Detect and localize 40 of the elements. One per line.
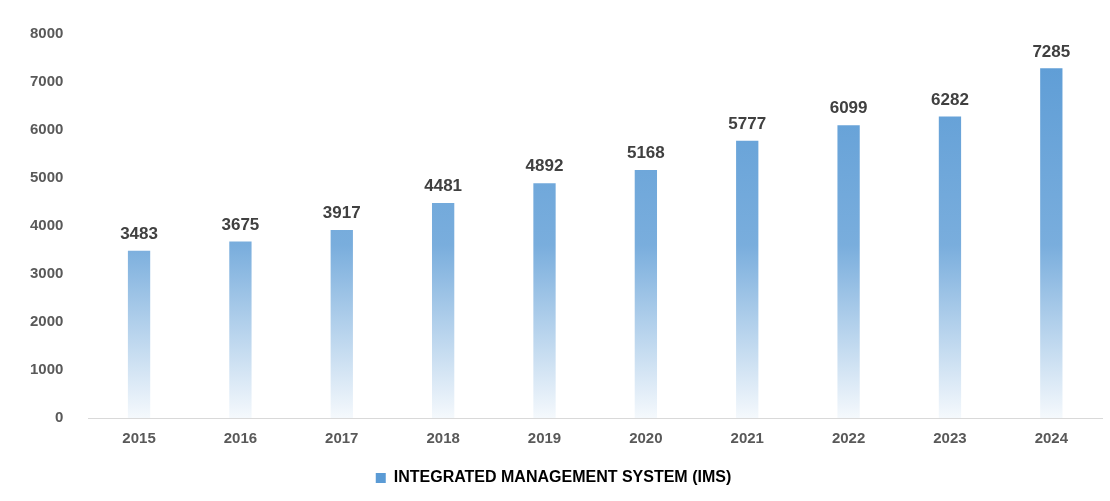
x-tick-label: 2021 (730, 429, 764, 447)
y-tick-label: 3000 (29, 264, 64, 282)
bar (533, 183, 556, 418)
y-tick-label: 0 (55, 408, 64, 426)
bar (938, 116, 962, 418)
data-label: 3917 (322, 203, 361, 223)
y-tick-label: 1000 (29, 360, 64, 378)
data-label: 6099 (829, 98, 868, 118)
x-tick-label: 2015 (122, 429, 156, 447)
data-label: 6282 (931, 89, 969, 109)
y-tick-label: 4000 (29, 216, 64, 234)
bar (736, 140, 759, 418)
data-label: 3483 (120, 224, 158, 243)
legend-label: INTEGRATED MANAGEMENT SYSTEM (IMS) (393, 468, 732, 486)
bar (431, 202, 455, 418)
bar (330, 229, 353, 418)
x-tick-label: 2020 (629, 429, 663, 447)
y-tick-label: 6000 (29, 120, 64, 138)
data-label: 5777 (728, 113, 767, 133)
data-label: 7285 (1032, 41, 1071, 61)
bar (229, 241, 252, 418)
x-tick-label: 2018 (426, 429, 460, 447)
data-label: 5168 (626, 143, 665, 163)
x-tick-label: 2022 (831, 429, 866, 447)
bar (634, 169, 658, 418)
y-tick-label: 5000 (29, 168, 64, 186)
bar (1040, 68, 1063, 418)
data-label: 3675 (221, 214, 260, 234)
x-tick-label: 2019 (527, 429, 562, 447)
data-label: 4481 (424, 176, 463, 196)
x-tick-label: 2016 (223, 429, 258, 447)
x-tick-label: 2024 (1034, 429, 1069, 447)
y-tick-label: 7000 (29, 72, 64, 90)
y-tick-label: 2000 (29, 312, 64, 330)
bar (127, 250, 151, 418)
x-tick-label: 2023 (933, 429, 967, 447)
x-tick-label: 2017 (325, 429, 359, 447)
data-label: 4892 (525, 156, 564, 176)
bar (837, 125, 860, 418)
y-tick-label: 8000 (29, 24, 64, 42)
